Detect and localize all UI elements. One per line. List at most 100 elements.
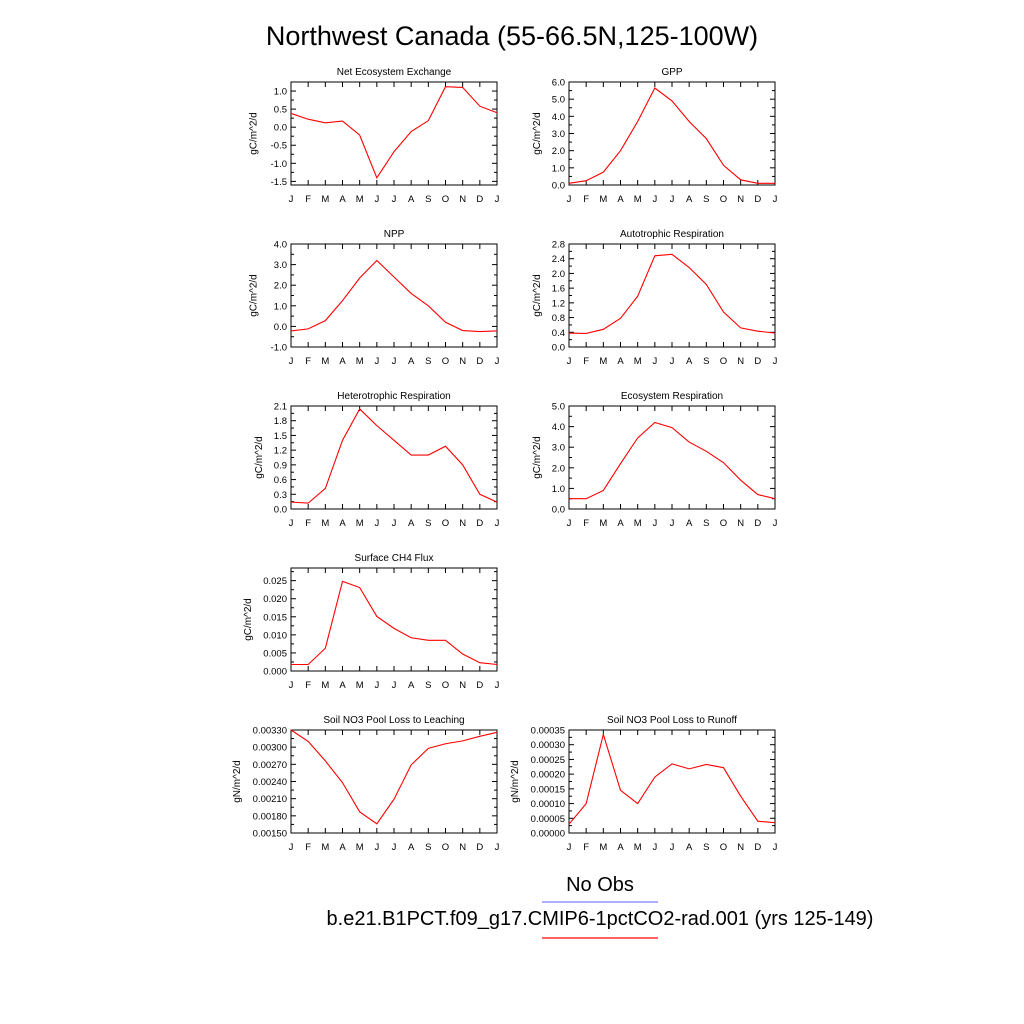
y-tick-label: 0.015 [263,612,287,623]
y-tick-label: 3.0 [552,129,565,140]
y-tick-label: 1.2 [274,446,287,457]
legend-model-label: b.e21.B1PCT.f09_g17.CMIP6-1pctCO2-rad.00… [327,908,874,930]
panel-title: Ecosystem Respiration [621,391,723,402]
y-tick-label: 5.0 [552,402,565,413]
y-tick-label: 0.00035 [531,726,565,737]
series-line [290,86,498,179]
x-tick-label: J [670,842,675,853]
y-tick-label: 0.00180 [253,811,287,822]
x-tick-label: M [321,842,329,853]
plot-frame [568,729,776,834]
y-axis-label: gC/m^2/d [249,112,260,155]
x-tick-label: N [737,842,744,853]
panel-title: Soil NO3 Pool Loss to Leaching [323,715,464,726]
y-tick-label: 0.5 [274,105,287,116]
y-tick-label: 5.0 [552,95,565,106]
series-line [290,259,498,333]
x-tick-label: O [720,518,727,529]
y-tick-label: 0.00030 [531,740,565,751]
x-tick-label: M [321,194,329,205]
y-axis-label: gN/m^2/d [232,760,243,803]
y-tick-label: 1.5 [274,431,287,442]
x-tick-label: M [634,842,642,853]
y-tick-label: 3.0 [274,260,287,271]
series-line [568,253,776,334]
chart-panel-4: Autotrophic Respiration 0.0 0.4 0.8 1.2 1.6 2.… [532,229,777,367]
x-tick-label: J [392,842,397,853]
x-tick-label: J [495,518,500,529]
x-tick-label: S [425,518,431,529]
x-tick-label: O [442,680,449,691]
x-tick-label: A [686,518,693,529]
y-tick-label: 0.025 [263,576,287,587]
x-tick-label: M [634,518,642,529]
x-tick-label: J [773,518,778,529]
y-tick-label: 1.0 [274,87,287,98]
panel-title: Surface CH4 Flux [355,553,434,564]
x-tick-label: J [567,842,572,853]
x-tick-label: A [408,680,415,691]
chart-panel-8: Soil NO3 Pool Loss to Leaching 0.00150 0.0… [232,715,500,853]
y-tick-label: 2.8 [552,240,565,251]
x-tick-label: A [339,680,346,691]
x-tick-label: D [754,194,761,205]
x-tick-label: J [392,356,397,367]
y-tick-label: 0.00300 [253,743,287,754]
x-tick-label: J [495,194,500,205]
x-tick-label: D [476,518,483,529]
y-tick-label: 0.00000 [531,829,565,840]
x-tick-label: O [442,842,449,853]
y-tick-label: 1.0 [274,301,287,312]
y-tick-label: 0.000 [263,667,287,678]
x-tick-label: M [599,194,607,205]
x-tick-label: J [495,356,500,367]
x-tick-label: M [599,842,607,853]
x-tick-label: M [321,356,329,367]
x-tick-label: A [408,194,415,205]
chart-panel-5: Heterotrophic Respiration 0.0 0.3 0.6 0.9 1.2… [254,391,499,529]
y-tick-label: 4.0 [552,112,565,123]
x-tick-label: N [459,518,466,529]
series-line [569,421,776,500]
figure-title: Northwest Canada (55-66.5N,125-100W) [266,21,758,51]
x-tick-label: J [289,356,294,367]
x-tick-label: A [617,518,624,529]
chart-panel-7: Surface CH4 Flux 0.000 0.005 0.010 0.015 0.02… [243,553,500,691]
x-tick-label: N [459,680,466,691]
y-tick-label: 0.020 [263,594,287,605]
x-tick-label: O [442,194,449,205]
x-tick-label: F [583,518,589,529]
x-tick-label: F [305,194,311,205]
y-tick-label: 0.00010 [531,799,565,810]
y-tick-label: -1.0 [271,159,287,170]
y-axis-label: gC/m^2/d [254,436,265,479]
panel-title: Net Ecosystem Exchange [337,67,452,78]
x-tick-label: J [773,842,778,853]
x-tick-label: M [599,518,607,529]
x-tick-label: O [442,518,449,529]
x-tick-label: S [703,356,709,367]
x-tick-label: S [703,842,709,853]
x-tick-label: M [356,194,364,205]
y-tick-label: 0.00020 [531,770,565,781]
y-tick-label: 0.00005 [531,814,565,825]
x-tick-label: A [686,356,693,367]
series-line [290,729,498,825]
y-axis-label: gC/m^2/d [249,274,260,317]
x-tick-label: F [583,194,589,205]
x-tick-label: J [392,194,397,205]
x-tick-label: J [495,842,500,853]
x-tick-label: F [583,842,589,853]
x-tick-label: J [670,194,675,205]
y-tick-label: 0.00025 [531,755,565,766]
x-tick-label: J [567,518,572,529]
x-tick-label: J [392,680,397,691]
panels: Net Ecosystem Exchange -1.5 -1.0 -0.5 0.0 0.5… [232,67,778,853]
y-tick-label: 0.00330 [253,726,287,737]
x-tick-label: J [289,518,294,529]
y-tick-label: 0.4 [552,328,565,339]
x-tick-label: J [374,518,379,529]
x-tick-label: J [652,194,657,205]
y-tick-label: 6.0 [552,78,565,89]
panel-title: GPP [661,67,682,78]
